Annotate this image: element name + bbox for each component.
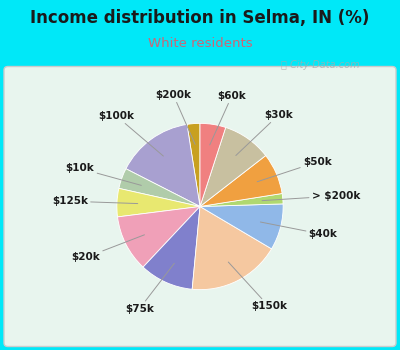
Text: $150k: $150k (228, 262, 287, 312)
Wedge shape (192, 206, 272, 289)
Text: $50k: $50k (257, 157, 332, 182)
Text: $100k: $100k (98, 111, 163, 156)
Wedge shape (143, 206, 200, 289)
Text: $60k: $60k (210, 91, 246, 145)
Wedge shape (119, 169, 200, 206)
Wedge shape (126, 124, 200, 206)
Wedge shape (200, 124, 226, 206)
Text: Ⓢ City-Data.com: Ⓢ City-Data.com (281, 60, 360, 70)
Text: Income distribution in Selma, IN (%): Income distribution in Selma, IN (%) (30, 9, 370, 27)
Text: $30k: $30k (236, 110, 293, 155)
Text: $10k: $10k (66, 163, 141, 186)
Text: $40k: $40k (260, 222, 338, 239)
Text: $20k: $20k (71, 235, 144, 262)
Text: > $200k: > $200k (262, 191, 360, 201)
Wedge shape (200, 127, 266, 206)
Wedge shape (187, 124, 200, 206)
Wedge shape (117, 188, 200, 217)
FancyBboxPatch shape (4, 66, 396, 346)
Text: $125k: $125k (52, 196, 138, 206)
Wedge shape (200, 155, 282, 206)
Text: White residents: White residents (148, 37, 252, 50)
Wedge shape (118, 206, 200, 267)
Text: $75k: $75k (125, 263, 174, 314)
Wedge shape (200, 204, 283, 249)
Wedge shape (200, 194, 283, 206)
Text: $200k: $200k (155, 90, 195, 144)
